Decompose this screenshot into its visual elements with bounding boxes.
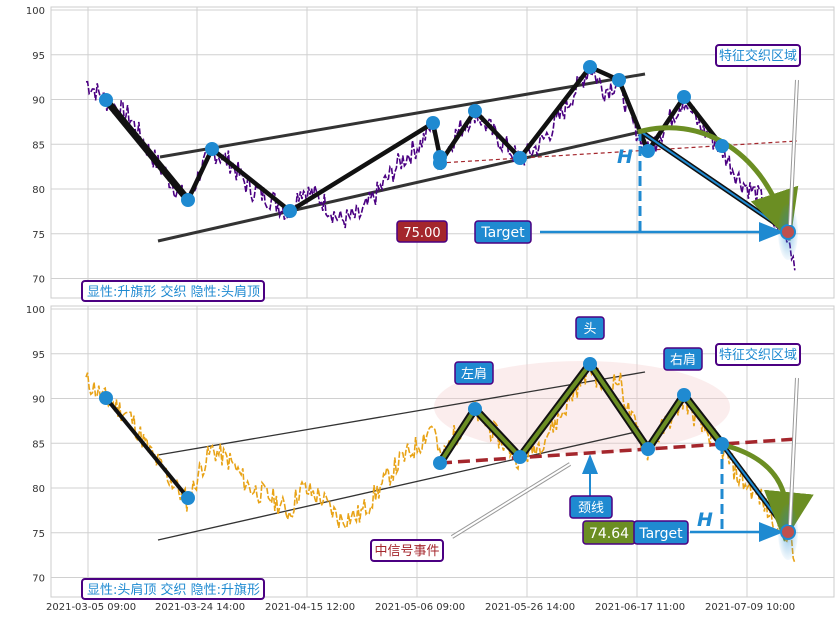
bottom-neckline [439, 437, 798, 465]
bottom-x-ticks: 2021-03-05 09:00 2021-03-24 14:00 2021-04-… [46, 602, 795, 613]
x-tick-label: 2021-06-17 11:00 [595, 602, 685, 613]
bottom-pattern-label: 显性:头肩顶 交织 隐性:升旗形 [87, 582, 260, 598]
pivot-point [641, 144, 655, 158]
top-zone-label-box [715, 44, 801, 67]
neckline-label: 颈线 [578, 501, 604, 516]
top-zone-pointer-inner [789, 79, 798, 226]
top-neckline [439, 140, 798, 164]
x-tick-label: 2021-07-09 10:00 [705, 602, 795, 613]
y-tick-label: 70 [32, 574, 45, 585]
y-tick-label: 80 [32, 484, 45, 495]
bottom-zone-label-box [715, 343, 801, 366]
left-shoulder-box [454, 361, 494, 385]
top-target-label: Target [480, 225, 525, 241]
y-tick-label: 95 [32, 350, 45, 361]
mid-signal-box [370, 539, 444, 562]
pivot-point [677, 388, 691, 402]
pivot-point [583, 357, 597, 371]
pivot-point [612, 73, 626, 87]
x-tick-label: 2021-03-24 14:00 [155, 602, 245, 613]
bottom-zone-label: 特征交织区域 [719, 347, 797, 363]
top-price-tag: 75.00 [403, 226, 440, 241]
pivot-point [715, 437, 729, 451]
bottom-channel-upper [157, 371, 646, 456]
y-tick-label: 100 [26, 6, 45, 17]
bottom-grid [51, 306, 834, 597]
pivot-point [468, 104, 482, 118]
bottom-zone-pointer-inner [789, 377, 798, 526]
top-y-ticks: 100 95 90 85 80 75 70 [26, 6, 45, 286]
top-target-box [474, 220, 532, 244]
y-tick-label: 90 [32, 395, 45, 406]
y-tick-label: 85 [32, 140, 45, 151]
pivot-point [513, 450, 527, 464]
y-tick-label: 80 [32, 185, 45, 196]
y-tick-label: 90 [32, 96, 45, 107]
y-tick-label: 85 [32, 439, 45, 450]
right-shoulder-label: 右肩 [670, 352, 696, 368]
mid-signal-arrow-inner [451, 463, 571, 538]
pivot-point [715, 139, 729, 153]
neckline-box [569, 495, 613, 519]
bottom-price-tag: 74.64 [589, 526, 629, 542]
y-tick-label: 100 [26, 305, 45, 316]
bottom-pivots [99, 357, 729, 505]
pivot-point [205, 142, 219, 156]
bottom-target-label: Target [638, 526, 683, 542]
pivot-point [426, 116, 440, 130]
head-label: 头 [583, 322, 596, 337]
left-shoulder-label: 左肩 [461, 366, 487, 382]
top-zone-label: 特征交织区域 [719, 48, 797, 64]
pivot-point [181, 193, 195, 207]
pivot-point [283, 204, 297, 218]
top-channel-upper [159, 72, 646, 159]
top-zigzag [104, 64, 724, 214]
x-tick-label: 2021-05-06 09:00 [375, 602, 465, 613]
top-pattern-label: 显性:升旗形 交织 隐性:头肩顶 [87, 284, 260, 300]
top-panel: 100 95 90 85 80 75 70 H 特征交织区域 75.00 Target [26, 6, 835, 302]
pivot-point [433, 456, 447, 470]
pivot-point [513, 151, 527, 165]
bottom-y-ticks: 100 95 90 85 80 75 70 [26, 305, 45, 585]
top-target-point [780, 224, 796, 240]
x-tick-label: 2021-05-26 14:00 [485, 602, 575, 613]
y-tick-label: 75 [32, 230, 45, 241]
pivot-point [181, 491, 195, 505]
mid-signal-label: 中信号事件 [374, 544, 439, 559]
pivot-point [677, 90, 691, 104]
top-price-tag-box [396, 220, 448, 243]
y-tick-label: 70 [32, 275, 45, 286]
bottom-pattern-box [81, 578, 265, 600]
pivot-point [99, 391, 113, 405]
pivot-point [583, 60, 597, 74]
bottom-h-label: H [697, 509, 713, 531]
bottom-target-box [633, 520, 689, 545]
pivot-point [468, 402, 482, 416]
right-shoulder-box [663, 347, 703, 371]
x-tick-label: 2021-04-15 12:00 [265, 602, 355, 613]
bottom-target-point [780, 524, 796, 540]
y-tick-label: 95 [32, 51, 45, 62]
head-box [575, 316, 605, 340]
y-tick-label: 75 [32, 529, 45, 540]
pivot-point [99, 93, 113, 107]
bottom-first-leg [104, 396, 190, 500]
top-h-label: H [617, 146, 633, 168]
pivot-point [641, 442, 655, 456]
pivot-point [433, 156, 447, 170]
top-channel-lower [157, 130, 641, 243]
top-thick-leg [103, 97, 191, 203]
top-pivots [99, 60, 729, 218]
x-tick-label: 2021-03-05 09:00 [46, 602, 136, 613]
top-pattern-box [81, 280, 265, 302]
bottom-channel-lower [157, 430, 641, 541]
